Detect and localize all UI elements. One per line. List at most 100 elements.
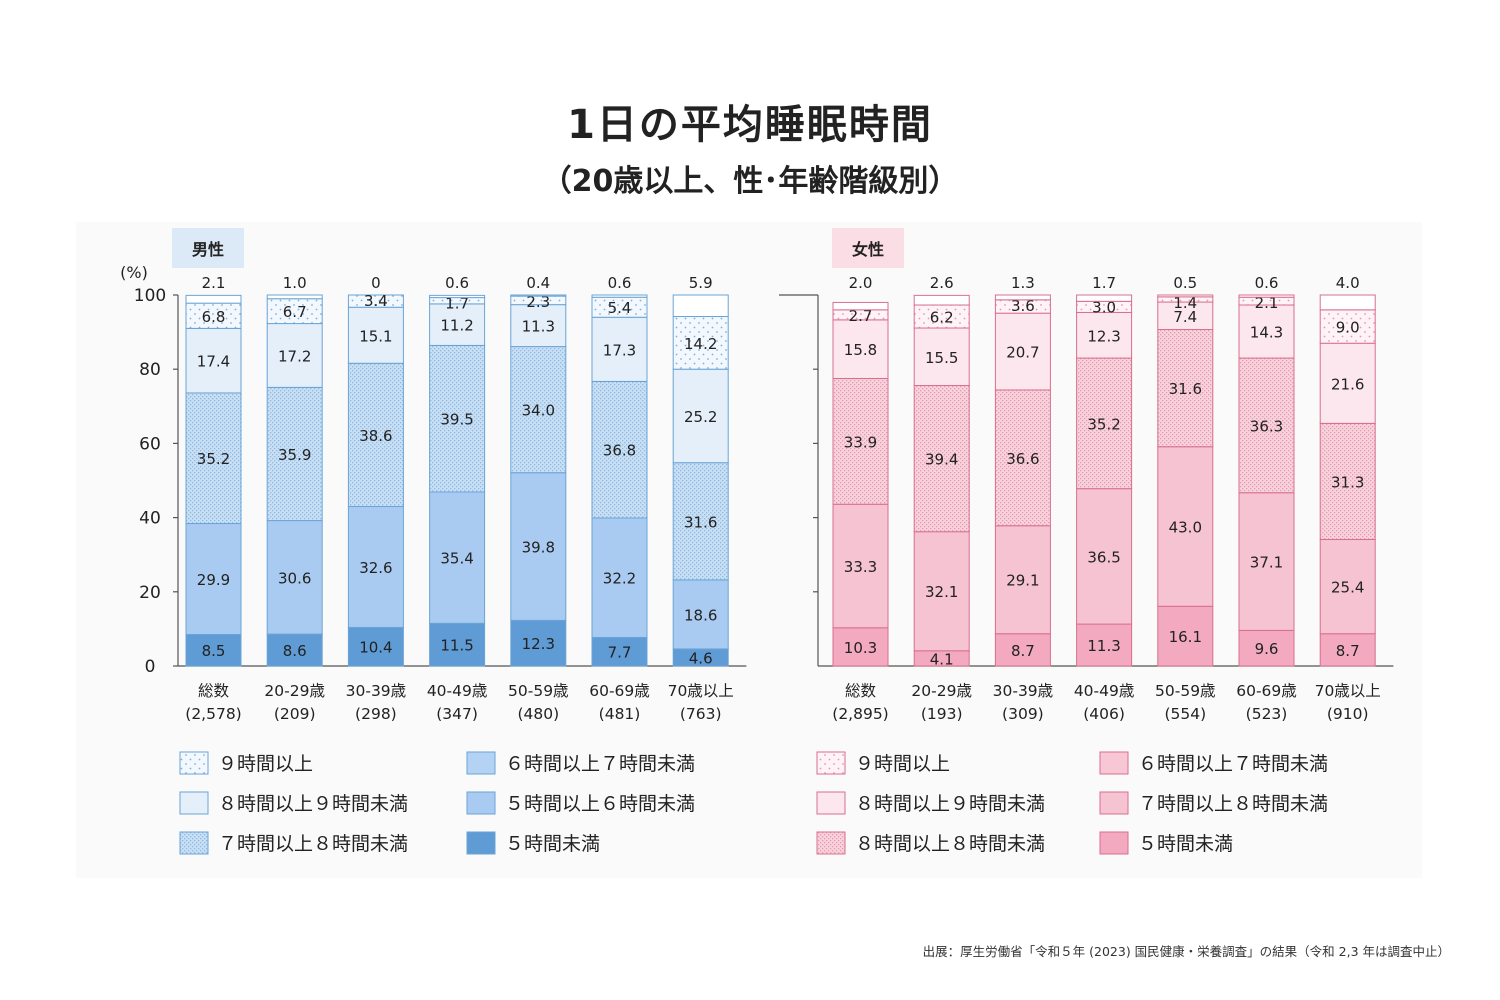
female-category-label: 20-29歳: [911, 682, 972, 700]
male-bar-eight-nine: [266, 323, 323, 388]
female-legend-label: ８時間以上８時間未満: [855, 833, 1045, 855]
male-data-label: 11.5: [440, 637, 473, 655]
male-data-label: 29.9: [197, 571, 230, 589]
y-tick-label: 20: [139, 583, 161, 603]
female-category-label: 60-69歳: [1236, 682, 1297, 700]
female-data-label: 8.7: [1011, 642, 1035, 660]
male-category-label: 40-49歳: [427, 682, 488, 700]
male-bar-under-five: [347, 626, 404, 667]
male-legend-label: ７時間以上８時間未満: [218, 833, 408, 855]
male-bar-eight-nine: [429, 303, 486, 346]
female-sample-size-label: (193): [921, 705, 963, 723]
male-bar-eight-nine: [672, 368, 729, 464]
male-bar-under-five: [591, 636, 648, 667]
female-panel-label: 女性: [852, 240, 884, 259]
male-panel-label-box: [172, 228, 244, 268]
male-data-label: 14.2: [684, 335, 717, 353]
male-data-label: 0: [371, 274, 381, 292]
male-category-label: 60-69歳: [589, 682, 650, 700]
male-data-label: 2.1: [202, 274, 226, 292]
male-bar-under-five: [185, 633, 242, 667]
male-data-label: 17.3: [603, 341, 636, 359]
male-sample-size-label: (2,578): [185, 705, 241, 723]
female-data-label: 11.3: [1087, 637, 1120, 655]
y-tick-label: 0: [145, 657, 156, 677]
male-bar-five-six: [185, 523, 242, 635]
male-data-label: 25.2: [684, 408, 717, 426]
male-category-label: 70歳以上: [668, 682, 734, 700]
male-bar-seven-eight: [185, 392, 242, 525]
male-data-label: 15.1: [359, 327, 392, 345]
male-sample-size-label: (763): [680, 705, 722, 723]
female-data-label: 31.6: [1169, 380, 1202, 398]
female-bar-top: [913, 294, 970, 306]
male-bar-seven-eight: [591, 380, 648, 519]
male-legend-label: ５時間以上６時間未満: [505, 793, 695, 815]
male-bar-top: [185, 294, 242, 304]
female-data-label: 2.1: [1255, 294, 1279, 312]
male-bar-nine-plus: [185, 302, 242, 329]
female-category-label: 70歳以上: [1315, 682, 1381, 700]
male-data-label: 17.4: [197, 353, 230, 371]
male-panel-label: 男性: [192, 240, 224, 259]
female-sample-size-label: (523): [1246, 705, 1288, 723]
female-data-label: 32.1: [925, 583, 958, 601]
female-data-label: 0.6: [1255, 274, 1279, 292]
female-bar-seven-eight: [1238, 357, 1295, 494]
male-legend-label: ８時間以上９時間未満: [218, 793, 408, 815]
male-bar-nine-plus: [266, 298, 323, 325]
male-sample-size-label: (209): [274, 705, 316, 723]
female-bar-top: [994, 294, 1051, 301]
female-data-label: 4.0: [1336, 274, 1360, 292]
female-data-label: 9.6: [1255, 640, 1279, 658]
y-tick-label: 80: [139, 360, 161, 380]
male-data-label: 39.8: [522, 539, 555, 557]
female-data-label: 12.3: [1087, 327, 1120, 345]
female-panel-label-box: [832, 228, 904, 268]
female-bar-eight-nine: [1076, 311, 1133, 359]
female-data-label: 36.5: [1087, 548, 1120, 566]
female-bar-top: [1319, 294, 1376, 311]
female-bar-five-six: [1157, 446, 1214, 607]
male-data-label: 4.6: [689, 649, 713, 667]
female-data-label: 35.2: [1087, 415, 1120, 433]
female-data-label: 0.5: [1173, 274, 1197, 292]
male-legend-swatch-nine-plus: [179, 751, 209, 775]
female-data-label: 1.4: [1173, 294, 1197, 312]
male-data-label: 11.3: [522, 318, 555, 336]
sleep-duration-chart: 男性 0 20 40 60 80 100 (%) 8.5 29.9 35.2 17.4 6.8 2.1 総数…: [120, 228, 1394, 855]
male-data-label: 2.3: [526, 293, 550, 311]
male-data-label: 32.2: [603, 570, 636, 588]
female-bar-five-six: [1319, 538, 1376, 635]
female-data-label: 3.6: [1011, 297, 1035, 315]
male-bar-eight-nine: [591, 316, 648, 382]
male-category-label: 20-29歳: [264, 682, 325, 700]
male-bar-under-five: [510, 619, 567, 667]
female-sample-size-label: (2,895): [832, 705, 888, 723]
female-bar-top: [1238, 294, 1295, 298]
female-sample-size-label: (910): [1327, 705, 1369, 723]
y-tick-label: 100: [134, 286, 166, 306]
male-legend-swatch-seven-eight: [179, 831, 209, 855]
male-bar-top: [510, 294, 567, 297]
female-data-label: 2.6: [930, 274, 954, 292]
female-data-label: 36.3: [1250, 417, 1283, 435]
chart-subtitle: （20歳以上、性･年齢階級別）: [541, 164, 959, 199]
male-data-label: 17.2: [278, 347, 311, 365]
female-bar-seven-eight: [1076, 357, 1133, 490]
male-bar-top: [429, 294, 486, 299]
female-sample-size-label: (554): [1164, 705, 1206, 723]
female-data-label: 39.4: [925, 451, 958, 469]
male-data-label: 39.5: [440, 411, 473, 429]
male-bar-nine-plus: [347, 294, 404, 308]
female-bar-top: [1157, 294, 1214, 298]
female-data-label: 20.7: [1006, 344, 1039, 362]
female-legend-swatch-seven-eight: [816, 831, 846, 855]
female-category-label: 30-39歳: [993, 682, 1054, 700]
female-data-label: 1.3: [1011, 274, 1035, 292]
male-data-label: 8.5: [202, 642, 226, 660]
female-sample-size-label: (309): [1002, 705, 1044, 723]
female-bar-eight-nine: [1157, 301, 1214, 331]
female-data-label: 33.9: [844, 433, 877, 451]
female-data-label: 21.6: [1331, 375, 1364, 393]
